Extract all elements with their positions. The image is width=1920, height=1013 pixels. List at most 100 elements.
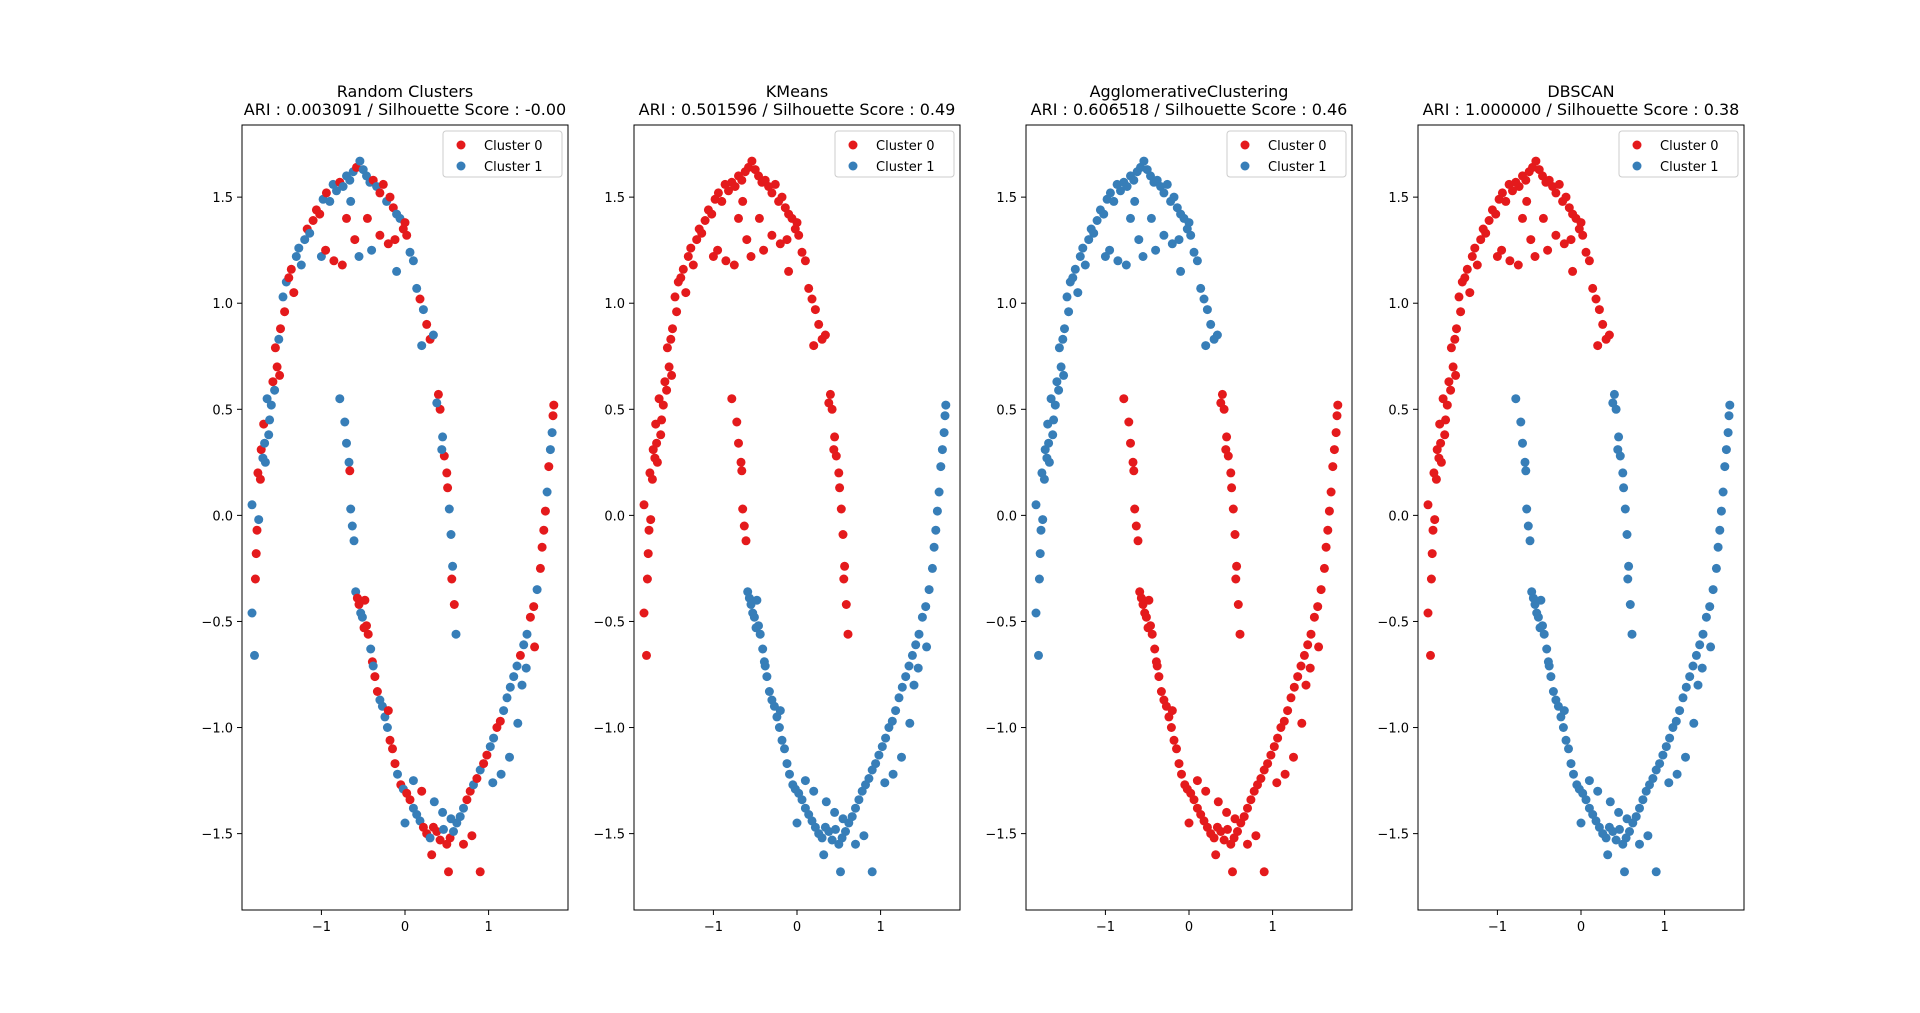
scatter-point — [354, 252, 364, 261]
scatter-point — [1520, 457, 1530, 467]
scatter-point — [1186, 230, 1196, 240]
scatter-point — [1044, 438, 1054, 448]
scatter-point — [472, 774, 482, 783]
y-tick-label: 0.0 — [1388, 509, 1409, 524]
scatter-point — [429, 797, 439, 807]
scatter-point — [1130, 504, 1140, 514]
scatter-point — [851, 803, 860, 813]
scatter-point — [363, 629, 373, 639]
scatter-point — [1614, 432, 1624, 442]
scatter-point — [1564, 744, 1573, 754]
scatter-point — [253, 468, 263, 478]
scatter-point — [1192, 776, 1202, 786]
y-tick-label: 0.5 — [1388, 403, 1409, 418]
scatter-point — [1622, 530, 1632, 539]
scatter-point — [1211, 850, 1221, 860]
scatter-point — [342, 213, 351, 223]
scatter-point — [777, 735, 787, 745]
scatter-point — [1192, 256, 1202, 266]
scatter-point — [479, 759, 489, 769]
scatter-point — [321, 188, 331, 198]
legend-label: Cluster 1 — [484, 160, 543, 175]
scatter-point — [370, 672, 380, 682]
scatter-point — [654, 394, 664, 404]
scatter-point — [939, 428, 949, 438]
scatter-point — [1701, 612, 1711, 622]
scatter-point — [1543, 245, 1553, 255]
scatter-point — [340, 417, 350, 427]
scatter-point — [350, 235, 360, 245]
scatter-point — [1584, 776, 1594, 786]
scatter-point — [400, 218, 410, 228]
scatter-point — [1092, 216, 1102, 225]
scatter-point — [836, 867, 845, 877]
scatter-point — [1235, 629, 1245, 639]
scatter-point — [1305, 663, 1315, 673]
scatter-point — [1622, 814, 1632, 824]
subplot-0: Random Clusters ARI : 0.003091 / Silhoue… — [201, 82, 569, 935]
scatter-point — [254, 515, 264, 525]
scatter-point — [1688, 661, 1698, 671]
scatter-point — [1508, 186, 1517, 196]
scatter-point — [827, 835, 837, 845]
subplot-title-line1: DBSCAN — [1547, 82, 1614, 101]
scatter-point — [739, 521, 749, 531]
scatter-point — [383, 239, 393, 249]
scatter-point — [1561, 735, 1571, 745]
scatter-point — [777, 192, 787, 202]
scatter-point — [444, 867, 453, 877]
scatter-point — [800, 256, 810, 266]
scatter-point — [499, 706, 509, 716]
legend-box — [1618, 130, 1739, 178]
scatter-point — [1189, 247, 1199, 257]
scatter-point — [515, 650, 525, 660]
scatter-point — [1542, 644, 1552, 654]
scatter-point — [1146, 213, 1156, 223]
scatter-point — [1279, 716, 1289, 726]
scatter-point — [897, 682, 907, 692]
scatter-point — [296, 260, 306, 270]
scatter-point — [835, 483, 845, 493]
scatter-point — [1723, 428, 1733, 438]
scatter-point — [1144, 595, 1154, 605]
scatter-point — [432, 398, 442, 408]
scatter-point — [1608, 398, 1618, 408]
scatter-point — [378, 179, 388, 189]
scatter-point — [1296, 661, 1306, 671]
subplot-title-line1: KMeans — [766, 82, 828, 101]
scatter-point — [738, 504, 748, 514]
scatter-point — [417, 786, 427, 796]
scatter-point — [664, 362, 674, 372]
scatter-point — [1126, 213, 1135, 223]
scatter-point — [1581, 795, 1591, 805]
scatter-point — [1609, 389, 1619, 399]
scatter-point — [545, 445, 555, 455]
y-tick-label: 0.0 — [996, 509, 1017, 524]
scatter-point — [1605, 797, 1615, 807]
scatter-point — [250, 574, 260, 584]
scatter-point — [408, 776, 418, 786]
scatter-point — [1588, 283, 1598, 293]
scatter-point — [1491, 209, 1501, 219]
scatter-point — [1724, 411, 1734, 421]
scatter-point — [1321, 542, 1331, 552]
subplot-1: KMeans ARI : 0.501596 / Silhouette Score… — [593, 82, 961, 935]
scatter-point — [1326, 487, 1336, 497]
scatter-point — [881, 733, 891, 743]
scatter-point — [667, 370, 677, 380]
scatter-point — [1196, 283, 1206, 293]
scatter-point — [1184, 218, 1194, 228]
scatter-point — [435, 835, 445, 845]
scatter-point — [1222, 432, 1232, 442]
subplot-title-line1: Random Clusters — [337, 82, 473, 101]
scatter-point — [519, 640, 529, 650]
scatter-point — [264, 430, 274, 440]
scatter-point — [488, 778, 498, 788]
scatter-point — [349, 536, 359, 546]
scatter-point — [734, 438, 743, 448]
scatter-point — [1259, 867, 1269, 877]
scatter-point — [932, 506, 942, 516]
scatter-point — [1465, 288, 1475, 298]
scatter-point — [1614, 807, 1624, 817]
legend-box — [1226, 130, 1347, 178]
